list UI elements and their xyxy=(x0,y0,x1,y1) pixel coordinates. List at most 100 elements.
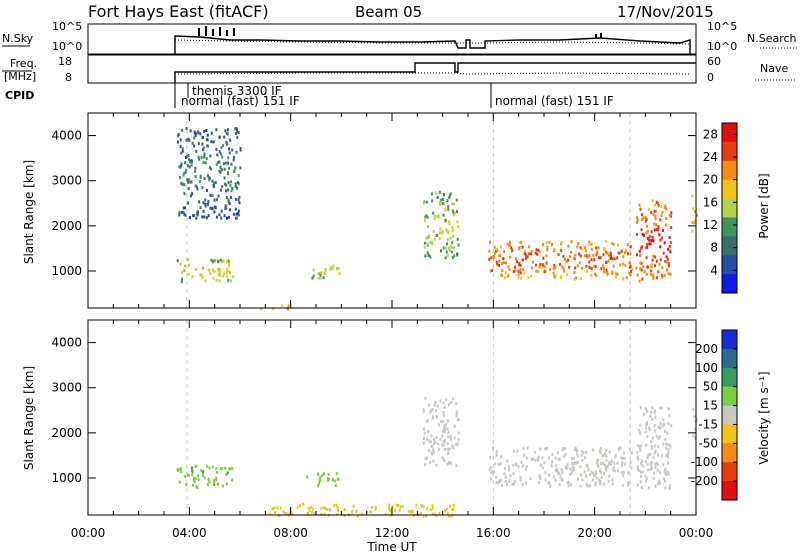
echo-cell xyxy=(227,161,229,165)
echo-cell xyxy=(593,264,596,268)
echo-cell xyxy=(206,133,209,137)
echo-cell xyxy=(574,461,577,465)
echo-cell xyxy=(573,461,576,465)
echo-cell xyxy=(638,279,641,283)
echo-cell xyxy=(423,241,426,245)
echo-cell xyxy=(635,253,638,257)
echo-cell xyxy=(598,256,600,260)
echo-cell xyxy=(457,243,460,247)
echo-cell xyxy=(451,228,454,232)
echo-cell xyxy=(230,180,232,184)
echo-cell xyxy=(659,218,662,222)
echo-cell xyxy=(660,273,663,277)
echo-cell xyxy=(450,437,453,441)
colorbar-segment xyxy=(722,443,737,463)
echo-cell xyxy=(177,134,180,138)
freq-line xyxy=(174,62,696,83)
echo-cell xyxy=(597,463,600,467)
echo-cell xyxy=(663,206,666,210)
echo-cell xyxy=(602,482,605,486)
echo-cell xyxy=(656,202,659,206)
echo-cell xyxy=(196,185,198,189)
echo-cell xyxy=(193,144,196,148)
echo-cell xyxy=(429,461,432,465)
echo-cell xyxy=(442,410,445,414)
echo-cell xyxy=(188,263,190,267)
echo-cell xyxy=(236,130,239,134)
echo-cell xyxy=(291,512,294,516)
echo-cell xyxy=(650,211,653,215)
echo-cell xyxy=(180,211,183,214)
echo-cell xyxy=(227,269,230,273)
echo-cell xyxy=(663,469,666,473)
echo-cell xyxy=(219,152,222,156)
echo-cell xyxy=(635,266,638,270)
echo-cell xyxy=(595,481,598,485)
echo-cell xyxy=(665,268,668,272)
echo-cell xyxy=(490,477,493,481)
echo-cell xyxy=(438,237,441,241)
time-x-axis: 00:00 04:00 08:00 12:00 16:00 20:00 00:00 xyxy=(71,526,714,540)
echo-cell xyxy=(649,468,652,472)
echo-cell xyxy=(205,216,208,220)
echo-cell xyxy=(352,504,355,508)
nsky-line xyxy=(174,35,691,54)
echo-cell xyxy=(616,243,619,247)
nave-tick-top: 60 xyxy=(707,55,721,68)
echo-cell xyxy=(234,127,237,131)
colorbar-tick-label: 8 xyxy=(710,241,718,255)
echo-cell xyxy=(438,190,441,194)
echo-cell xyxy=(599,449,602,453)
station-title: Fort Hays East (fitACF) xyxy=(88,2,269,21)
echo-cell xyxy=(279,506,282,510)
echo-cell xyxy=(691,194,694,198)
echo-cell xyxy=(432,438,435,442)
echo-cell xyxy=(647,486,650,490)
echo-cell xyxy=(196,213,199,217)
echo-region xyxy=(311,264,341,280)
nsky-tick-top: 10^5 xyxy=(52,20,82,33)
echo-cell xyxy=(596,250,599,254)
echo-cell xyxy=(449,504,451,508)
echo-cell xyxy=(219,270,222,274)
echo-cell xyxy=(444,509,447,513)
echo-cell xyxy=(326,508,329,511)
echo-cell xyxy=(508,465,510,469)
echo-cell xyxy=(451,202,454,206)
echo-cell xyxy=(223,167,226,171)
echo-cell xyxy=(331,267,334,271)
echo-cell xyxy=(184,206,186,210)
echo-cell xyxy=(645,409,648,413)
echo-cell xyxy=(650,269,653,273)
echo-cell xyxy=(224,207,227,211)
echo-cell xyxy=(551,453,554,457)
echo-cell xyxy=(507,265,510,269)
nsearch-label: N.Search xyxy=(747,32,797,45)
echo-cell xyxy=(181,182,184,186)
echo-cell xyxy=(538,265,541,269)
echo-cell xyxy=(669,484,672,488)
echo-cell xyxy=(419,512,422,515)
echo-cell xyxy=(220,168,223,172)
x-tick-label: 00:00 xyxy=(679,526,714,540)
echo-cell xyxy=(374,505,377,509)
echo-cell xyxy=(658,425,660,429)
echo-cell xyxy=(228,264,231,268)
echo-cell xyxy=(536,252,539,256)
echo-cell xyxy=(639,480,642,484)
echo-cell xyxy=(646,422,649,426)
echo-cell xyxy=(599,482,602,486)
echo-cell xyxy=(488,249,491,253)
echo-cell xyxy=(594,272,596,276)
echo-cell xyxy=(623,457,626,461)
echo-cell xyxy=(183,171,186,175)
echo-cell xyxy=(646,236,649,240)
echo-cell xyxy=(224,466,227,470)
echo-cell xyxy=(260,307,263,311)
echo-cell xyxy=(544,447,547,451)
colorbar-tick-label: 28 xyxy=(703,127,718,141)
echo-cell xyxy=(667,422,670,426)
echo-cell xyxy=(602,461,605,465)
echo-cell xyxy=(497,463,500,467)
echo-cell xyxy=(652,212,655,216)
